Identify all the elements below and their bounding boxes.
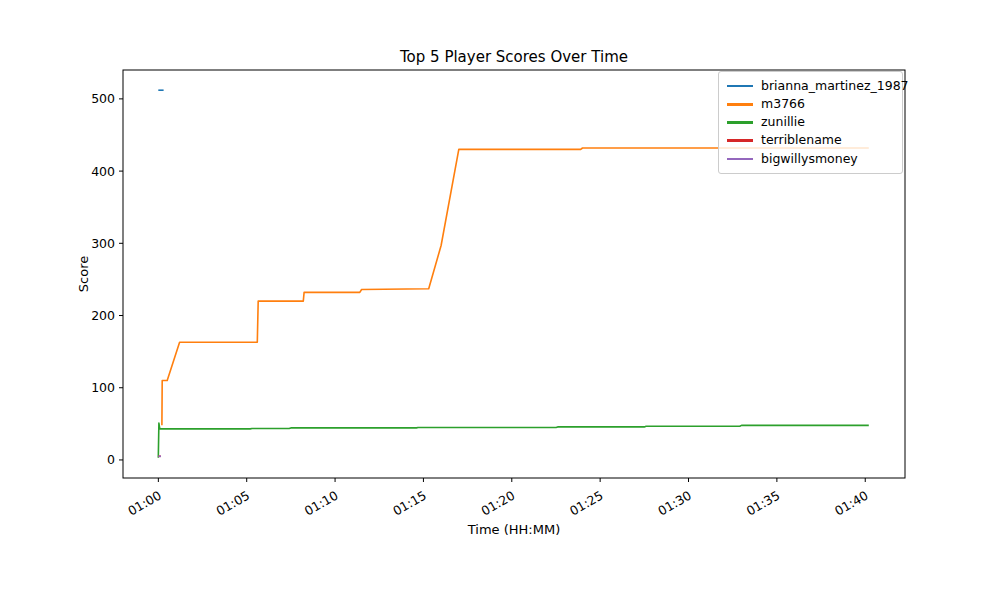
legend-label: terriblename	[761, 134, 842, 147]
legend-item-brianna_martinez_1987: brianna_martinez_1987	[727, 77, 894, 95]
legend-label: zunillie	[761, 116, 805, 129]
x-tick-label: 01:30	[655, 488, 694, 519]
x-tick-label: 01:20	[479, 488, 518, 519]
chart-title: Top 5 Player Scores Over Time	[399, 48, 628, 66]
legend-line-swatch	[727, 85, 753, 88]
legend: brianna_martinez_1987 m3766 zunillie terrib…	[718, 71, 903, 174]
x-axis-label: Time (HH:MM)	[467, 522, 560, 537]
legend-line-swatch	[727, 139, 753, 142]
x-tick-label: 01:40	[832, 488, 871, 519]
legend-label: bigwillysmoney	[761, 153, 858, 166]
y-tick-label: 500	[91, 91, 115, 106]
y-tick-label: 0	[107, 452, 115, 467]
legend-label: m3766	[761, 98, 805, 111]
series-line-zunillie	[158, 423, 869, 458]
x-tick-label: 01:05	[214, 488, 253, 519]
x-tick-label: 01:00	[125, 488, 164, 519]
y-tick-label: 400	[91, 164, 115, 179]
y-tick-label: 200	[91, 308, 115, 323]
chart-figure: Top 5 Player Scores Over Time 01:00 01:05…	[0, 0, 1000, 600]
y-axis: 0 100 200 300 400 500	[91, 91, 123, 467]
x-tick-label: 01:15	[390, 488, 429, 519]
legend-line-swatch	[727, 121, 753, 124]
y-tick-label: 300	[91, 236, 115, 251]
legend-item-m3766: m3766	[727, 95, 894, 113]
series-line-m3766	[162, 148, 869, 425]
legend-line-swatch	[727, 103, 753, 106]
legend-item-bigwillysmoney: bigwillysmoney	[727, 150, 894, 168]
y-axis-label: Score	[76, 256, 91, 292]
x-tick-label: 01:10	[302, 488, 341, 519]
legend-item-zunillie: zunillie	[727, 113, 894, 131]
legend-label: brianna_martinez_1987	[761, 80, 909, 93]
legend-line-swatch	[727, 158, 753, 161]
y-tick-label: 100	[91, 380, 115, 395]
x-tick-label: 01:25	[567, 488, 606, 519]
x-tick-label: 01:35	[744, 488, 783, 519]
legend-item-terriblename: terriblename	[727, 132, 894, 150]
x-axis: 01:00 01:05 01:10 01:15 01:20 01:25 01:30 01:35…	[125, 478, 871, 519]
